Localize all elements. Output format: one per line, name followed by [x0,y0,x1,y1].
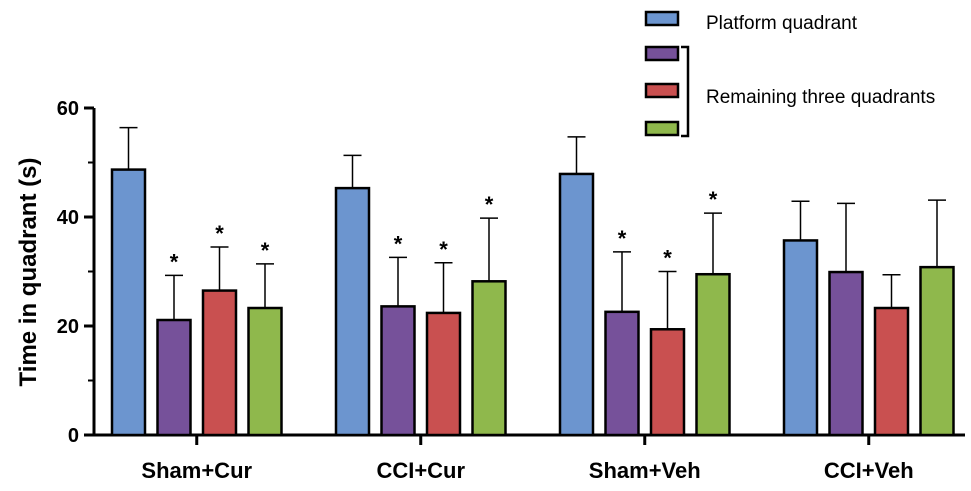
legend-bracket-label: Remaining three quadrants [706,87,935,108]
x-category-label: CCI+Cur [376,458,465,483]
legend-swatch [644,45,680,62]
bar [334,186,371,437]
legend-swatch [644,120,680,137]
y-tick-label: 20 [57,316,79,338]
bar [828,270,864,437]
bar [604,310,640,437]
significance-star: * [394,231,403,256]
bar [471,280,507,437]
legend-label: Platform quadrant [706,13,858,34]
bar [380,305,416,437]
y-tick-label: 60 [57,98,79,120]
bar [110,168,147,437]
axes: 0 20 40 60 Sham+Cur CCI+Cur Sham+Veh CCI+Veh [57,98,965,483]
bar [201,289,238,437]
bar [695,272,731,437]
significance-star: * [485,192,494,217]
bars: * * * * * * * * * [110,126,955,437]
bar [649,328,686,437]
bar [247,306,283,437]
legend-swatch [644,10,680,27]
significance-star: * [709,187,718,212]
significance-star: * [170,249,179,274]
x-category-label: CCI+Veh [824,458,914,483]
bar [873,306,910,437]
bar [558,172,595,437]
y-axis-label: Time in quadrant (s) [15,158,42,387]
significance-star: * [663,246,672,271]
significance-star: * [215,221,224,246]
significance-star: * [618,226,627,251]
x-category-label: Sham+Cur [141,458,252,483]
legend: Platform quadrant Remaining three quadran… [644,10,935,138]
legend-swatch [644,82,680,99]
bar [156,318,192,437]
significance-star: * [439,237,448,262]
significance-star: * [261,238,270,263]
legend-bracket [681,45,690,138]
y-tick-label: 40 [57,207,79,229]
bar [919,265,955,437]
bar [782,239,819,437]
y-tick-label: 0 [68,425,79,447]
bar [425,311,462,437]
x-category-label: Sham+Veh [589,458,701,483]
